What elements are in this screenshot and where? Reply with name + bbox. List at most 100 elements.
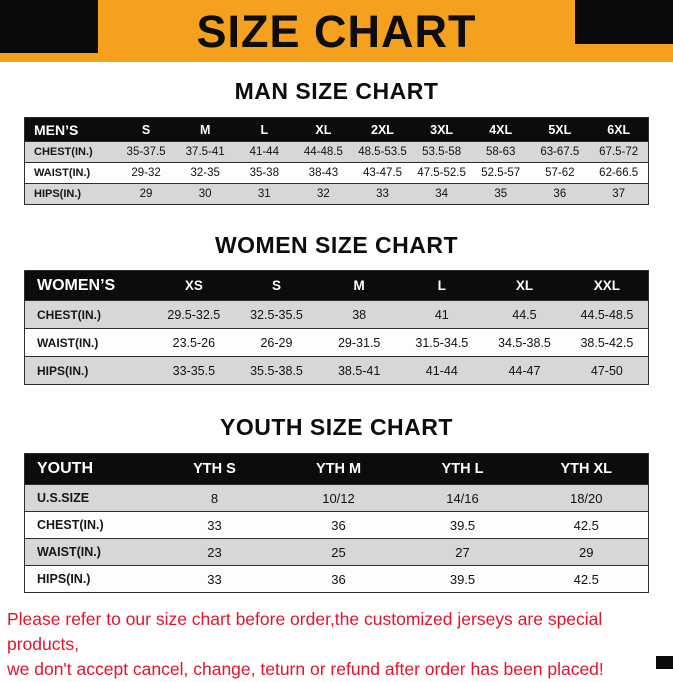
data-cell: 34.5-38.5 xyxy=(483,328,566,357)
data-cell: 25 xyxy=(276,538,401,566)
women-size-table-holder: WOMEN’S XS S M L XL XXL CHEST(IN.) 29.5-32.5 32.5… xyxy=(0,270,673,385)
data-cell: 26-29 xyxy=(235,328,318,357)
data-cell: 44-47 xyxy=(483,356,566,385)
data-cell: 18/20 xyxy=(524,484,649,512)
data-cell: 35-38 xyxy=(234,162,294,184)
data-cell: 36 xyxy=(530,183,590,205)
size-header-cell: S xyxy=(235,270,318,301)
data-cell: 62-66.5 xyxy=(589,162,649,184)
size-charts: MAN SIZE CHART MEN’S S M L XL 2XL 3XL 4XL 5XL 6XL… xyxy=(0,78,673,593)
size-header-cell: L xyxy=(400,270,484,301)
data-cell: 41-44 xyxy=(400,356,484,385)
data-cell: 32-35 xyxy=(175,162,235,184)
youth-size-chart-heading: YOUTH SIZE CHART xyxy=(220,414,453,440)
row-label: HIPS(IN.) xyxy=(24,565,153,593)
table-row: HIPS(IN.) 33 36 39.5 42.5 xyxy=(24,565,649,593)
row-label: CHEST(IN.) xyxy=(24,141,117,163)
data-cell: 42.5 xyxy=(524,565,649,593)
data-cell: 30 xyxy=(175,183,235,205)
row-label: U.S.SIZE xyxy=(24,484,153,512)
data-cell: 29-32 xyxy=(116,162,176,184)
data-cell: 48.5-53.5 xyxy=(352,141,413,163)
data-cell: 44.5-48.5 xyxy=(565,300,649,329)
size-header-cell: S xyxy=(116,117,176,142)
table-row: CHEST(IN.) 33 36 39.5 42.5 xyxy=(24,511,649,539)
title-banner: SIZE CHART xyxy=(0,0,673,62)
data-cell: 33 xyxy=(152,511,277,539)
data-cell: 29 xyxy=(524,538,649,566)
data-cell: 33 xyxy=(152,565,277,593)
data-cell: 47-50 xyxy=(565,356,649,385)
data-cell: 53.5-58 xyxy=(412,141,472,163)
data-cell: 44-48.5 xyxy=(293,141,353,163)
data-cell: 44.5 xyxy=(483,300,566,329)
data-cell: 58-63 xyxy=(471,141,531,163)
table-row: HIPS(IN.) 33-35.5 35.5-38.5 38.5-41 41-44 44-… xyxy=(24,356,649,385)
man-size-chart-heading: MAN SIZE CHART xyxy=(234,78,439,104)
data-cell: 63-67.5 xyxy=(530,141,590,163)
row-label: WAIST(IN.) xyxy=(24,538,153,566)
data-cell: 31.5-34.5 xyxy=(400,328,484,357)
size-header-cell: XL xyxy=(293,117,353,142)
data-cell: 52.5-57 xyxy=(471,162,531,184)
data-cell: 38-43 xyxy=(293,162,353,184)
table-title-cell: MEN’S xyxy=(24,117,117,142)
table-row: HIPS(IN.) 29 30 31 32 33 34 35 36 37 xyxy=(24,183,649,205)
table-row: WAIST(IN.) 23.5-26 26-29 29-31.5 31.5-34.5 34… xyxy=(24,328,649,357)
man-size-chart-section: MAN SIZE CHART MEN’S S M L XL 2XL 3XL 4XL 5XL 6XL… xyxy=(0,78,673,205)
table-row: WAIST(IN.) 23 25 27 29 xyxy=(24,538,649,566)
corner-block-bottom-right xyxy=(656,656,673,669)
data-cell: 57-62 xyxy=(530,162,590,184)
row-label: HIPS(IN.) xyxy=(24,183,117,205)
table-title-cell: WOMEN’S xyxy=(24,270,153,301)
women-size-chart-heading: WOMEN SIZE CHART xyxy=(214,232,459,258)
row-label: CHEST(IN.) xyxy=(24,300,153,329)
size-header-cell: XS xyxy=(152,270,236,301)
data-cell: 67.5-72 xyxy=(589,141,649,163)
size-header-cell: XXL xyxy=(565,270,649,301)
table-title-cell: YOUTH xyxy=(24,453,153,485)
data-cell: 43-47.5 xyxy=(352,162,413,184)
youth-size-table-holder: YOUTH YTH S YTH M YTH L YTH XL U.S.SIZE 8 10/12… xyxy=(0,453,673,593)
header-row: MEN’S S M L XL 2XL 3XL 4XL 5XL 6XL xyxy=(24,117,649,142)
data-cell: 29.5-32.5 xyxy=(152,300,236,329)
table-row: CHEST(IN.) 29.5-32.5 32.5-35.5 38 41 44.5 44.5… xyxy=(24,300,649,329)
row-label: WAIST(IN.) xyxy=(24,162,117,184)
size-header-cell: M xyxy=(317,270,401,301)
data-cell: 33-35.5 xyxy=(152,356,236,385)
data-cell: 35-37.5 xyxy=(116,141,176,163)
men-size-table: MEN’S S M L XL 2XL 3XL 4XL 5XL 6XL CHEST(IN.) 35-37… xyxy=(24,117,649,205)
data-cell: 23.5-26 xyxy=(152,328,236,357)
size-header-cell: 4XL xyxy=(471,117,531,142)
women-size-chart-section: WOMEN SIZE CHART WOMEN’S XS S M L XL XXL CHEST(… xyxy=(0,232,673,385)
size-header-cell: L xyxy=(234,117,294,142)
header-row: YOUTH YTH S YTH M YTH L YTH XL xyxy=(24,453,649,485)
data-cell: 36 xyxy=(276,511,401,539)
data-cell: 29-31.5 xyxy=(317,328,401,357)
youth-size-chart-section: YOUTH SIZE CHART YOUTH YTH S YTH M YTH L YTH… xyxy=(0,414,673,593)
table-row: CHEST(IN.) 35-37.5 37.5-41 41-44 44-48.5 48.5… xyxy=(24,141,649,163)
size-header-cell: 5XL xyxy=(530,117,590,142)
size-header-cell: M xyxy=(175,117,235,142)
data-cell: 42.5 xyxy=(524,511,649,539)
data-cell: 8 xyxy=(152,484,277,512)
row-label: WAIST(IN.) xyxy=(24,328,153,357)
data-cell: 35.5-38.5 xyxy=(235,356,318,385)
data-cell: 41-44 xyxy=(234,141,294,163)
size-header-cell: YTH XL xyxy=(524,453,649,485)
data-cell: 35 xyxy=(471,183,531,205)
header-row: WOMEN’S XS S M L XL XXL xyxy=(24,270,649,301)
table-row: U.S.SIZE 8 10/12 14/16 18/20 xyxy=(24,484,649,512)
data-cell: 47.5-52.5 xyxy=(412,162,472,184)
page-title: SIZE CHART xyxy=(196,5,477,57)
data-cell: 34 xyxy=(412,183,472,205)
data-cell: 39.5 xyxy=(400,511,525,539)
data-cell: 38.5-41 xyxy=(317,356,401,385)
data-cell: 37.5-41 xyxy=(175,141,235,163)
corner-block-top-left xyxy=(0,0,98,53)
size-header-cell: 6XL xyxy=(589,117,649,142)
data-cell: 29 xyxy=(116,183,176,205)
data-cell: 37 xyxy=(589,183,649,205)
data-cell: 41 xyxy=(400,300,484,329)
size-header-cell: YTH L xyxy=(400,453,525,485)
